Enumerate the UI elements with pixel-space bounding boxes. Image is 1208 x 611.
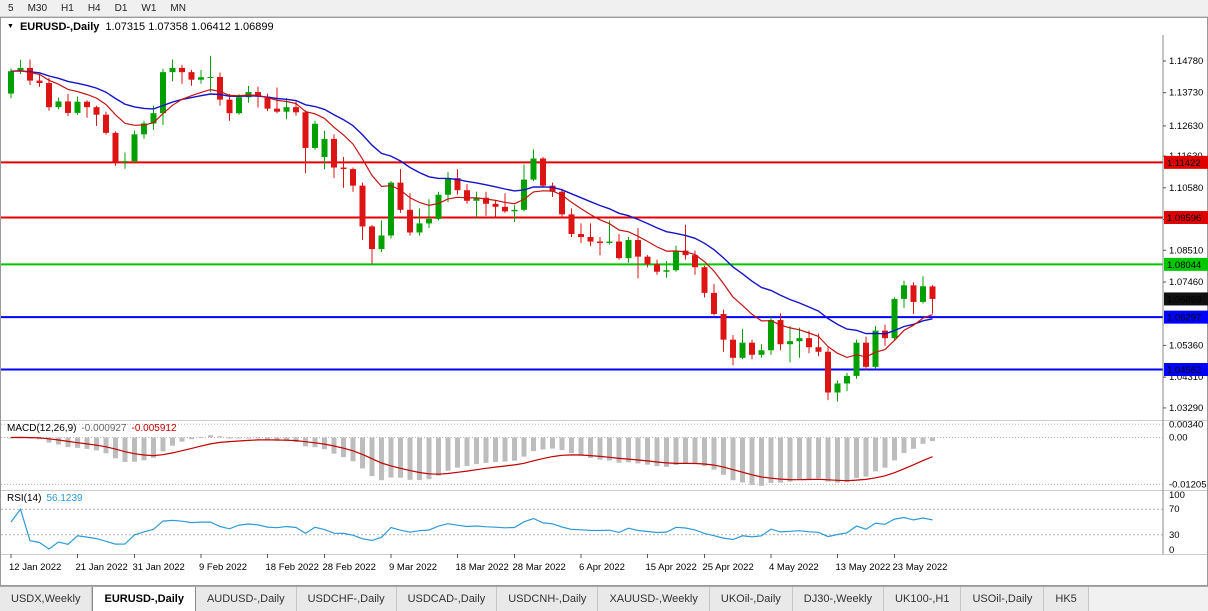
svg-text:1.14780: 1.14780 <box>1169 56 1203 67</box>
rsi-pane[interactable]: 100 70 30 0 RSI(14) 56.1239 <box>1 490 1208 554</box>
price-level-badge <box>1164 155 1208 169</box>
timeframe-button-h1[interactable]: H1 <box>55 1 80 16</box>
svg-text:6 Apr 2022: 6 Apr 2022 <box>579 562 625 573</box>
price-level-badge <box>1164 257 1208 271</box>
svg-text:1.08044: 1.08044 <box>1167 260 1201 271</box>
chart-tab-bar: USDX,Weekly EURUSD-,Daily AUDUSD-,Daily USD… <box>0 586 1208 611</box>
svg-text:28 Feb 2022: 28 Feb 2022 <box>323 562 376 573</box>
svg-text:21 Jan 2022: 21 Jan 2022 <box>76 562 128 573</box>
chart-titlebar: ▼ EURUSD-,Daily 1.07315 1.07358 1.06412 … <box>1 18 1206 35</box>
ma-fast-line <box>10 69 933 359</box>
svg-text:12 Jan 2022: 12 Jan 2022 <box>9 562 61 573</box>
svg-text:13 May 2022: 13 May 2022 <box>836 562 891 573</box>
svg-text:0: 0 <box>1169 545 1174 554</box>
chart-tab-eurusd-daily[interactable]: EURUSD-,Daily <box>92 587 196 611</box>
candles-layer <box>8 55 936 402</box>
current-price-badge <box>1164 292 1208 306</box>
rsi-indicator-label: RSI(14) 56.1239 <box>7 493 83 504</box>
svg-text:1.04310: 1.04310 <box>1169 372 1203 383</box>
svg-text:31 Jan 2022: 31 Jan 2022 <box>133 562 185 573</box>
svg-text:1.06899: 1.06899 <box>1167 294 1201 305</box>
rsi-axis[interactable]: 100 70 30 0 <box>1169 490 1185 554</box>
chart-tab-ukoil-daily[interactable]: UKOil-,Daily <box>709 587 793 611</box>
svg-text:28 Mar 2022: 28 Mar 2022 <box>513 562 566 573</box>
rsi-line <box>10 507 933 550</box>
svg-text:4 May 2022: 4 May 2022 <box>769 562 819 573</box>
time-axis[interactable]: 12 Jan 2022 21 Jan 2022 31 Jan 2022 9 Feb 2… <box>1 554 1208 586</box>
svg-text:0.00340: 0.00340 <box>1169 420 1203 430</box>
svg-text:9 Mar 2022: 9 Mar 2022 <box>389 562 437 573</box>
chart-tab-usoil-daily[interactable]: USOil-,Daily <box>961 587 1045 611</box>
price-axis[interactable]: 1.147801.137301.126301.116301.105801.095… <box>1163 56 1208 414</box>
svg-text:1.11422: 1.11422 <box>1167 158 1201 169</box>
chart-window: ▼ EURUSD-,Daily 1.07315 1.07358 1.06412 … <box>0 17 1208 586</box>
macd-axis[interactable]: 0.00340 0.00 -0.01205 <box>1169 420 1207 490</box>
svg-text:25 Apr 2022: 25 Apr 2022 <box>703 562 754 573</box>
svg-text:-0.01205: -0.01205 <box>1169 479 1207 490</box>
chart-tab-uk100-h1[interactable]: UK100-,H1 <box>884 587 962 611</box>
timeframe-button-h4[interactable]: H4 <box>82 1 107 16</box>
macd-indicator-label: MACD(12,26,9) -0.000927 -0.005912 <box>7 423 177 434</box>
timeframe-button-d1[interactable]: D1 <box>109 1 134 16</box>
svg-text:1.07460: 1.07460 <box>1169 277 1203 288</box>
price-level-badge <box>1164 211 1208 225</box>
svg-text:9 Feb 2022: 9 Feb 2022 <box>199 562 247 573</box>
chart-tab-usdcnh-daily[interactable]: USDCNH-,Daily <box>497 587 599 611</box>
price-pane[interactable]: 1.147801.137301.126301.116301.105801.095… <box>1 35 1208 420</box>
timeframe-toolbar: 5 M30 H1 H4 D1 W1 MN <box>0 0 1208 17</box>
svg-text:1.12630: 1.12630 <box>1169 121 1203 132</box>
chart-tab-usdx-weekly[interactable]: USDX,Weekly <box>0 587 93 611</box>
svg-text:1.09596: 1.09596 <box>1167 213 1201 224</box>
svg-text:70: 70 <box>1169 504 1180 515</box>
macd-signal-line <box>10 436 933 482</box>
svg-text:15 Apr 2022: 15 Apr 2022 <box>646 562 697 573</box>
support-resistance-lines[interactable] <box>1 161 1163 371</box>
timeframe-button-w1[interactable]: W1 <box>135 1 162 16</box>
macd-pane[interactable]: 0.00340 0.00 -0.01205 MACD(12,26,9) -0.00092… <box>1 420 1208 490</box>
timeframe-button-mn[interactable]: MN <box>164 1 192 16</box>
chart-menu-icon[interactable]: ▼ <box>7 23 14 30</box>
svg-text:0.00: 0.00 <box>1169 433 1188 444</box>
ma-slow-line <box>10 70 933 335</box>
svg-text:23 May 2022: 23 May 2022 <box>893 562 948 573</box>
price-level-badge <box>1164 363 1208 377</box>
svg-text:18 Feb 2022: 18 Feb 2022 <box>266 562 319 573</box>
timeframe-button-5[interactable]: 5 <box>2 1 20 16</box>
chart-tab-hk5[interactable]: HK5 <box>1044 587 1089 611</box>
svg-text:1.05360: 1.05360 <box>1169 340 1203 351</box>
svg-text:100: 100 <box>1169 490 1185 501</box>
chart-tab-audusd-daily[interactable]: AUDUSD-,Daily <box>195 587 297 611</box>
svg-text:1.03290: 1.03290 <box>1169 403 1203 414</box>
svg-text:1.10580: 1.10580 <box>1169 183 1203 194</box>
date-axis-labels[interactable]: 12 Jan 2022 21 Jan 2022 31 Jan 2022 9 Feb 2… <box>9 554 947 573</box>
macd-histogram <box>8 435 935 486</box>
svg-text:1.08510: 1.08510 <box>1169 245 1203 256</box>
svg-text:1.06297: 1.06297 <box>1167 313 1201 324</box>
chart-symbol-title: EURUSD-,Daily <box>19 20 100 33</box>
timeframe-button-m30[interactable]: M30 <box>22 1 53 16</box>
chart-ohlc-values: 1.07315 1.07358 1.06412 1.06899 <box>105 20 274 33</box>
chart-tab-usdchf-daily[interactable]: USDCHF-,Daily <box>296 587 397 611</box>
svg-text:1.13730: 1.13730 <box>1169 88 1203 99</box>
chart-tab-xauusd-weekly[interactable]: XAUUSD-,Weekly <box>598 587 710 611</box>
svg-text:30: 30 <box>1169 530 1180 541</box>
svg-text:1.04562: 1.04562 <box>1167 365 1201 376</box>
chart-tab-usdcad-daily[interactable]: USDCAD-,Daily <box>396 587 498 611</box>
svg-text:18 Mar 2022: 18 Mar 2022 <box>456 562 509 573</box>
chart-tab-dj30-weekly[interactable]: DJ30-,Weekly <box>792 587 885 611</box>
price-level-badge <box>1164 310 1208 324</box>
